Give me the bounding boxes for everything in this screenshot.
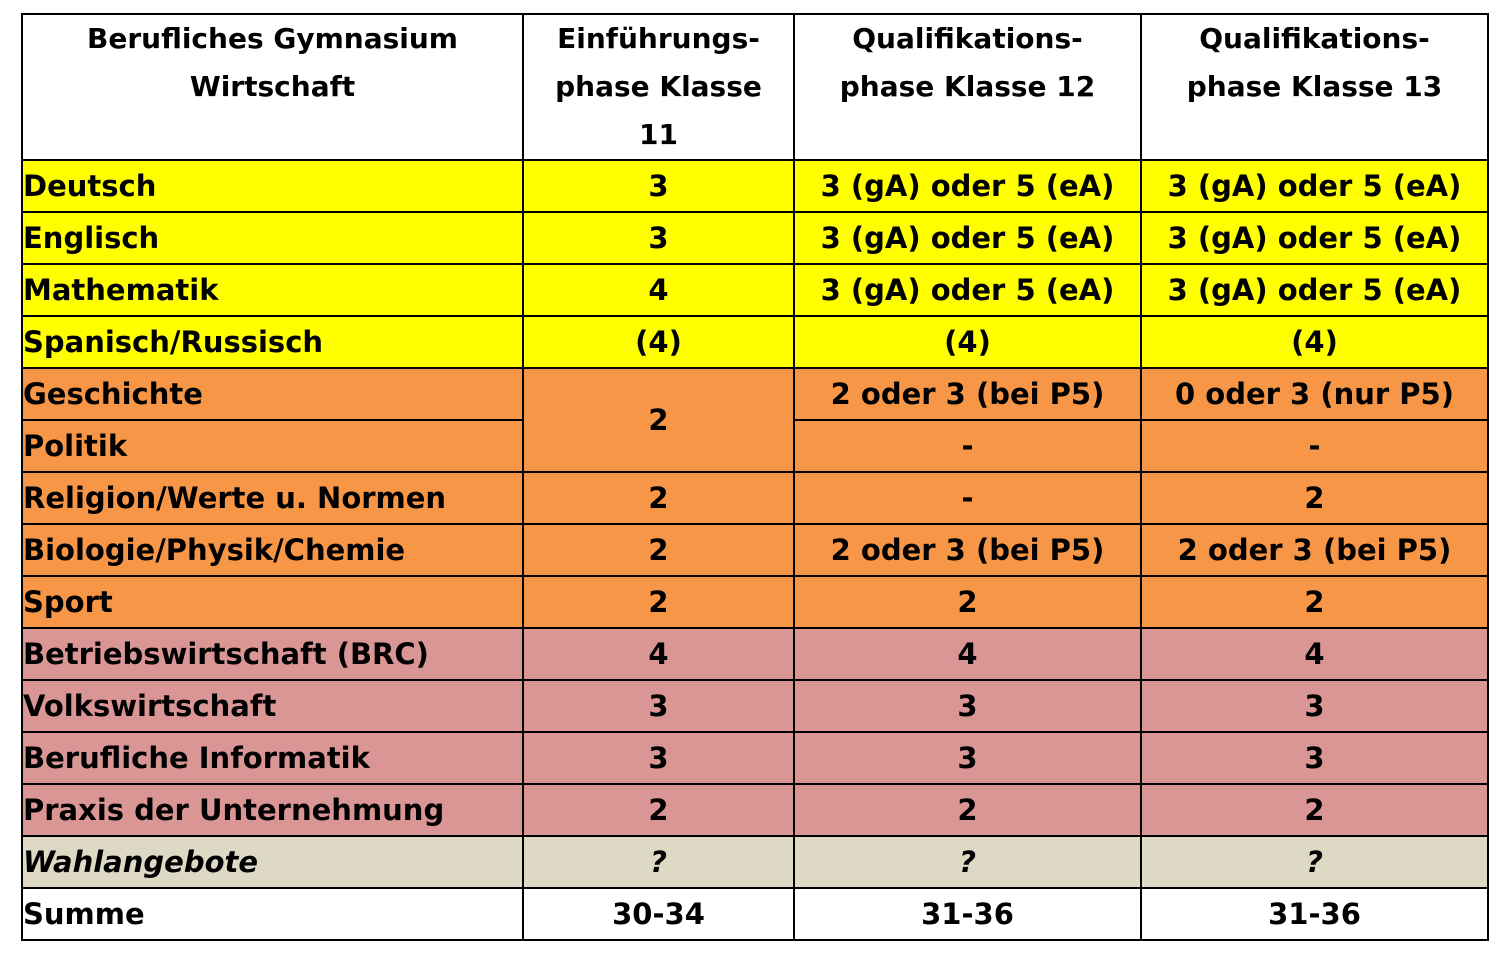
hours-class-12: 3 (gA) oder 5 (eA): [793, 263, 1142, 317]
hours-class-12: 3: [793, 679, 1142, 733]
subject-cell: Deutsch: [21, 159, 524, 213]
header-class-11-line1: Einführungs-: [557, 22, 760, 55]
subject-cell: Biologie/Physik/Chemie: [21, 523, 524, 577]
header-class-13: Qualifikations- phase Klasse 13: [1140, 13, 1489, 161]
sum-class-13: 31-36: [1140, 887, 1489, 941]
header-class-13-line2: phase Klasse 13: [1186, 70, 1443, 103]
hours-class-13: 3 (gA) oder 5 (eA): [1140, 263, 1489, 317]
hours-class-12: -: [793, 471, 1142, 525]
subject-cell: Wahlangebote: [21, 835, 524, 889]
subject-cell: Volkswirtschaft: [21, 679, 524, 733]
sum-class-11: 30-34: [522, 887, 795, 941]
hours-class-13: 2 oder 3 (bei P5): [1140, 523, 1489, 577]
hours-class-13: ?: [1140, 835, 1489, 889]
hours-class-11: 3: [522, 731, 795, 785]
hours-class-12: ?: [793, 835, 1142, 889]
hours-class-11: ?: [522, 835, 795, 889]
header-class-11-line2: phase Klasse: [555, 70, 762, 103]
hours-class-12: 3 (gA) oder 5 (eA): [793, 211, 1142, 265]
hours-class-13: 2: [1140, 575, 1489, 629]
header-class-11-line3: 11: [639, 118, 678, 151]
header-school-type: Berufliches Gymnasium Wirtschaft: [21, 13, 524, 161]
subject-cell: Praxis der Unternehmung: [21, 783, 524, 837]
subject-cell: Englisch: [21, 211, 524, 265]
table-row: Volkswirtschaft 3 3 3: [21, 679, 1489, 733]
table-row: Biologie/Physik/Chemie 2 2 oder 3 (bei P…: [21, 523, 1489, 577]
table-row: Berufliche Informatik 3 3 3: [21, 731, 1489, 785]
table-row: Englisch 3 3 (gA) oder 5 (eA) 3 (gA) ode…: [21, 211, 1489, 265]
hours-class-12: (4): [793, 315, 1142, 369]
hours-class-12: 3 (gA) oder 5 (eA): [793, 159, 1142, 213]
table-header-row: Berufliches Gymnasium Wirtschaft Einführ…: [21, 13, 1489, 161]
hours-class-12: 2: [793, 575, 1142, 629]
header-school-type-line1: Berufliches Gymnasium: [87, 22, 458, 55]
table-row: Wahlangebote ? ? ?: [21, 835, 1489, 889]
hours-class-11: (4): [522, 315, 795, 369]
hours-class-13: 4: [1140, 627, 1489, 681]
header-class-12-line1: Qualifikations-: [852, 22, 1083, 55]
hours-class-13: 3: [1140, 679, 1489, 733]
subject-cell: Sport: [21, 575, 524, 629]
table-row: Sport 2 2 2: [21, 575, 1489, 629]
table-row: Mathematik 4 3 (gA) oder 5 (eA) 3 (gA) o…: [21, 263, 1489, 317]
subject-cell: Geschichte: [21, 367, 524, 421]
hours-class-12: 3: [793, 731, 1142, 785]
hours-class-11: 2: [522, 783, 795, 837]
table-row: Politik - -: [21, 419, 1489, 473]
table-row: Geschichte 2 2 oder 3 (bei P5) 0 oder 3 …: [21, 367, 1489, 473]
hours-class-13: (4): [1140, 315, 1489, 369]
hours-class-13: 3 (gA) oder 5 (eA): [1140, 159, 1489, 213]
hours-class-13: -: [1140, 419, 1489, 473]
subject-cell: Spanisch/Russisch: [21, 315, 524, 369]
subject-cell: Politik: [21, 419, 524, 473]
table-row: Praxis der Unternehmung 2 2 2: [21, 783, 1489, 837]
hours-class-11-merged: 2: [522, 367, 795, 473]
hours-class-11: 3: [522, 679, 795, 733]
hours-class-11: 3: [522, 211, 795, 265]
hours-class-11: 4: [522, 627, 795, 681]
hours-class-12: 4: [793, 627, 1142, 681]
hours-class-11: 2: [522, 471, 795, 525]
hours-class-12: 2: [793, 783, 1142, 837]
table-row: Spanisch/Russisch (4) (4) (4): [21, 315, 1489, 369]
header-class-13-line1: Qualifikations-: [1199, 22, 1430, 55]
hours-class-13: 0 oder 3 (nur P5): [1140, 367, 1489, 421]
subject-cell: Berufliche Informatik: [21, 731, 524, 785]
timetable-hours-table: Berufliches Gymnasium Wirtschaft Einführ…: [21, 13, 1489, 941]
table-row: Deutsch 3 3 (gA) oder 5 (eA) 3 (gA) oder…: [21, 159, 1489, 213]
hours-class-12: 2 oder 3 (bei P5): [793, 523, 1142, 577]
hours-class-12: 2 oder 3 (bei P5): [793, 367, 1142, 421]
sum-row: Summe 30-34 31-36 31-36: [21, 887, 1489, 941]
hours-class-13: 3: [1140, 731, 1489, 785]
subject-cell: Religion/Werte u. Normen: [21, 471, 524, 525]
hours-class-11: 2: [522, 523, 795, 577]
hours-class-13: 2: [1140, 471, 1489, 525]
sum-class-12: 31-36: [793, 887, 1142, 941]
table-row: Religion/Werte u. Normen 2 - 2: [21, 471, 1489, 525]
sum-label: Summe: [21, 887, 524, 941]
hours-class-13: 2: [1140, 783, 1489, 837]
header-class-11: Einführungs- phase Klasse 11: [522, 13, 795, 161]
header-school-type-line2: Wirtschaft: [189, 70, 356, 103]
hours-class-11: 4: [522, 263, 795, 317]
header-class-12: Qualifikations- phase Klasse 12: [793, 13, 1142, 161]
hours-class-11: 3: [522, 159, 795, 213]
header-class-12-line2: phase Klasse 12: [839, 70, 1096, 103]
subject-cell: Betriebswirtschaft (BRC): [21, 627, 524, 681]
subject-cell: Mathematik: [21, 263, 524, 317]
table-row: Betriebswirtschaft (BRC) 4 4 4: [21, 627, 1489, 681]
hours-class-11: 2: [522, 575, 795, 629]
hours-class-13: 3 (gA) oder 5 (eA): [1140, 211, 1489, 265]
hours-class-12: -: [793, 419, 1142, 473]
